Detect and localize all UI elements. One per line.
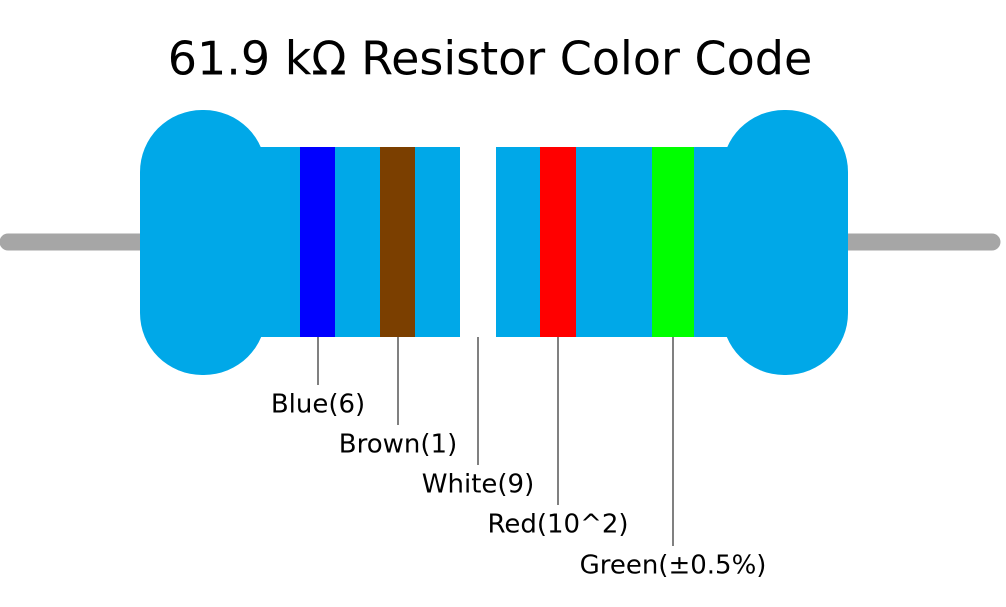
title: 61.9 kΩ Resistor Color Code (168, 32, 813, 86)
band-label: Brown(1) (339, 430, 457, 460)
color-band (460, 147, 496, 337)
bands: Blue(6) Brown(1) White(9) Red(10^2) Green(±0… (271, 147, 767, 581)
color-band (380, 147, 415, 337)
band-label: White(9) (422, 470, 534, 500)
band-label: Blue(6) (271, 390, 365, 420)
color-band (652, 147, 694, 337)
color-band (300, 147, 335, 337)
band-label: Red(10^2) (487, 510, 628, 540)
band-label: Green(±0.5%) (580, 551, 767, 581)
color-band (540, 147, 576, 337)
